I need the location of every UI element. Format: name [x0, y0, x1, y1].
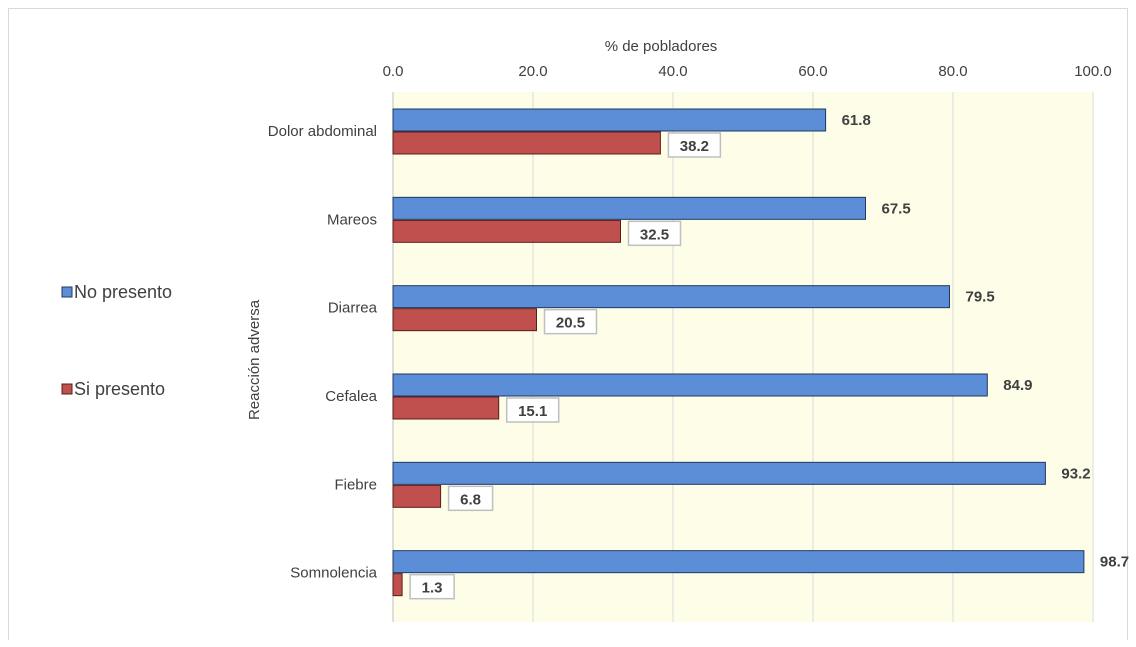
- bar-no-presento: [392, 461, 1046, 485]
- bar-no-presento: [392, 285, 950, 309]
- legend-label: No presento: [74, 282, 172, 302]
- bar-si-presento: [392, 131, 661, 155]
- chart-frame: [8, 8, 1128, 640]
- category-label: Diarrea: [328, 300, 378, 317]
- category-label: Mareos: [327, 211, 377, 228]
- data-label: 15.1: [518, 403, 547, 420]
- data-label: 67.5: [882, 200, 911, 217]
- legend-label: Si presento: [74, 379, 165, 399]
- data-label-box: [409, 573, 455, 600]
- legend-swatch: [61, 383, 73, 395]
- bar-no-presento: [392, 108, 827, 132]
- y-axis-title: Reacción adversa: [246, 299, 263, 420]
- x-tick-labels: 0.0 20.0 40.0 60.0 80.0 100.0: [383, 63, 1112, 80]
- x-tick-label: 20.0: [518, 63, 547, 80]
- category-label: Cefalea: [325, 388, 377, 405]
- bar-si-presento: [392, 484, 442, 508]
- data-label: 20.5: [556, 315, 585, 332]
- data-label: 61.8: [842, 112, 871, 129]
- data-label-box: [667, 132, 722, 158]
- bar-si-presento: [392, 308, 537, 332]
- plot-area: [393, 92, 1093, 622]
- data-label-box: [447, 485, 494, 512]
- category-label: Fiebre: [334, 476, 377, 493]
- bar-si-presento: [392, 396, 500, 420]
- bars: [392, 108, 1085, 597]
- data-label: 84.9: [1003, 377, 1032, 394]
- x-tick-label: 100.0: [1074, 63, 1112, 80]
- data-label: 32.5: [640, 226, 669, 243]
- category-label: Dolor abdominal: [268, 123, 377, 140]
- data-label: 1.3: [422, 580, 443, 597]
- gridlines: [392, 92, 1094, 622]
- data-label: 6.8: [460, 491, 481, 508]
- bar-si-presento: [392, 219, 621, 243]
- data-label: 79.5: [966, 289, 995, 306]
- x-tick-label: 40.0: [658, 63, 687, 80]
- bar-no-presento: [392, 550, 1085, 574]
- legend-swatch: [61, 286, 73, 298]
- data-label: 38.2: [680, 138, 709, 155]
- data-label: 93.2: [1061, 465, 1090, 482]
- data-label-box: [627, 220, 682, 247]
- data-labels: 61.8 38.2 67.5 32.5 79.5 20.5 84.9 15.1 93.2 6.8 9…: [409, 112, 1129, 600]
- data-label: 98.7: [1100, 554, 1129, 571]
- data-label-box: [543, 308, 598, 335]
- bar-si-presento: [392, 573, 403, 597]
- category-label: Somnolencia: [290, 565, 377, 582]
- bar-no-presento: [392, 373, 988, 397]
- bar-no-presento: [392, 196, 866, 220]
- x-tick-label: 0.0: [383, 63, 404, 80]
- x-tick-label: 80.0: [938, 63, 967, 80]
- legend: No presento Si presento: [61, 282, 172, 399]
- x-axis-title: % de pobladores: [605, 38, 718, 55]
- x-tick-label: 60.0: [798, 63, 827, 80]
- category-labels: Dolor abdominal Mareos Diarrea Cefalea Fiebr…: [268, 123, 378, 582]
- data-label-box: [505, 397, 560, 423]
